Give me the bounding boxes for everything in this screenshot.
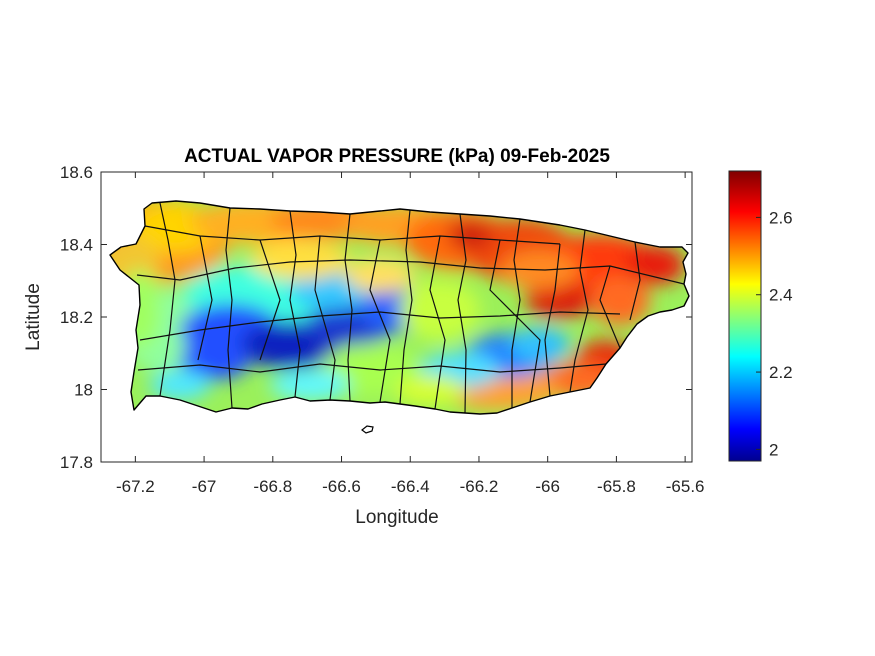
- y-tick-label: 18: [74, 381, 93, 400]
- map-title: ACTUAL VAPOR PRESSURE (kPa) 09-Feb-2025: [184, 146, 610, 167]
- y-tick-label: 18.4: [60, 236, 93, 255]
- colorbar-tick-label: 2.6: [769, 208, 793, 227]
- colorbar: 2 2.2 2.4 2.6: [728, 170, 793, 462]
- x-axis: -67.2 -67 -66.8 -66.6 -66.4 -66.2 -66 -65.8 -65.…: [116, 172, 705, 496]
- colorbar-gradient: [728, 170, 762, 462]
- colorbar-tick-label: 2.2: [769, 363, 793, 382]
- colorbar-tick-label: 2: [769, 440, 778, 459]
- y-tick-label: 18.6: [60, 163, 93, 182]
- offshore-cay: [361, 425, 374, 434]
- municipality-borders: [136, 202, 685, 414]
- x-tick-label: -65.8: [597, 477, 636, 496]
- x-tick-label: -65.6: [666, 477, 705, 496]
- x-tick-label: -67.2: [116, 477, 155, 496]
- colorbar-ticks: 2 2.2 2.4 2.6: [756, 208, 793, 459]
- x-tick-label: -66.4: [391, 477, 430, 496]
- island-coastline: [109, 200, 690, 415]
- colorbar-tick-label: 2.4: [769, 286, 793, 305]
- x-tick-label: -66.6: [322, 477, 361, 496]
- y-axis-label: Latitude: [23, 283, 44, 351]
- y-tick-label: 18.2: [60, 308, 93, 327]
- x-axis-label: Longitude: [355, 507, 438, 528]
- y-axis: 17.8 18 18.2 18.4 18.6: [60, 163, 692, 472]
- x-tick-label: -66.8: [253, 477, 292, 496]
- map-axes: -67.2 -67 -66.8 -66.6 -66.4 -66.2 -66 -65.8 -65.…: [60, 163, 705, 496]
- y-tick-label: 17.8: [60, 453, 93, 472]
- x-tick-label: -66: [535, 477, 560, 496]
- x-tick-label: -67: [192, 477, 217, 496]
- x-tick-label: -66.2: [460, 477, 499, 496]
